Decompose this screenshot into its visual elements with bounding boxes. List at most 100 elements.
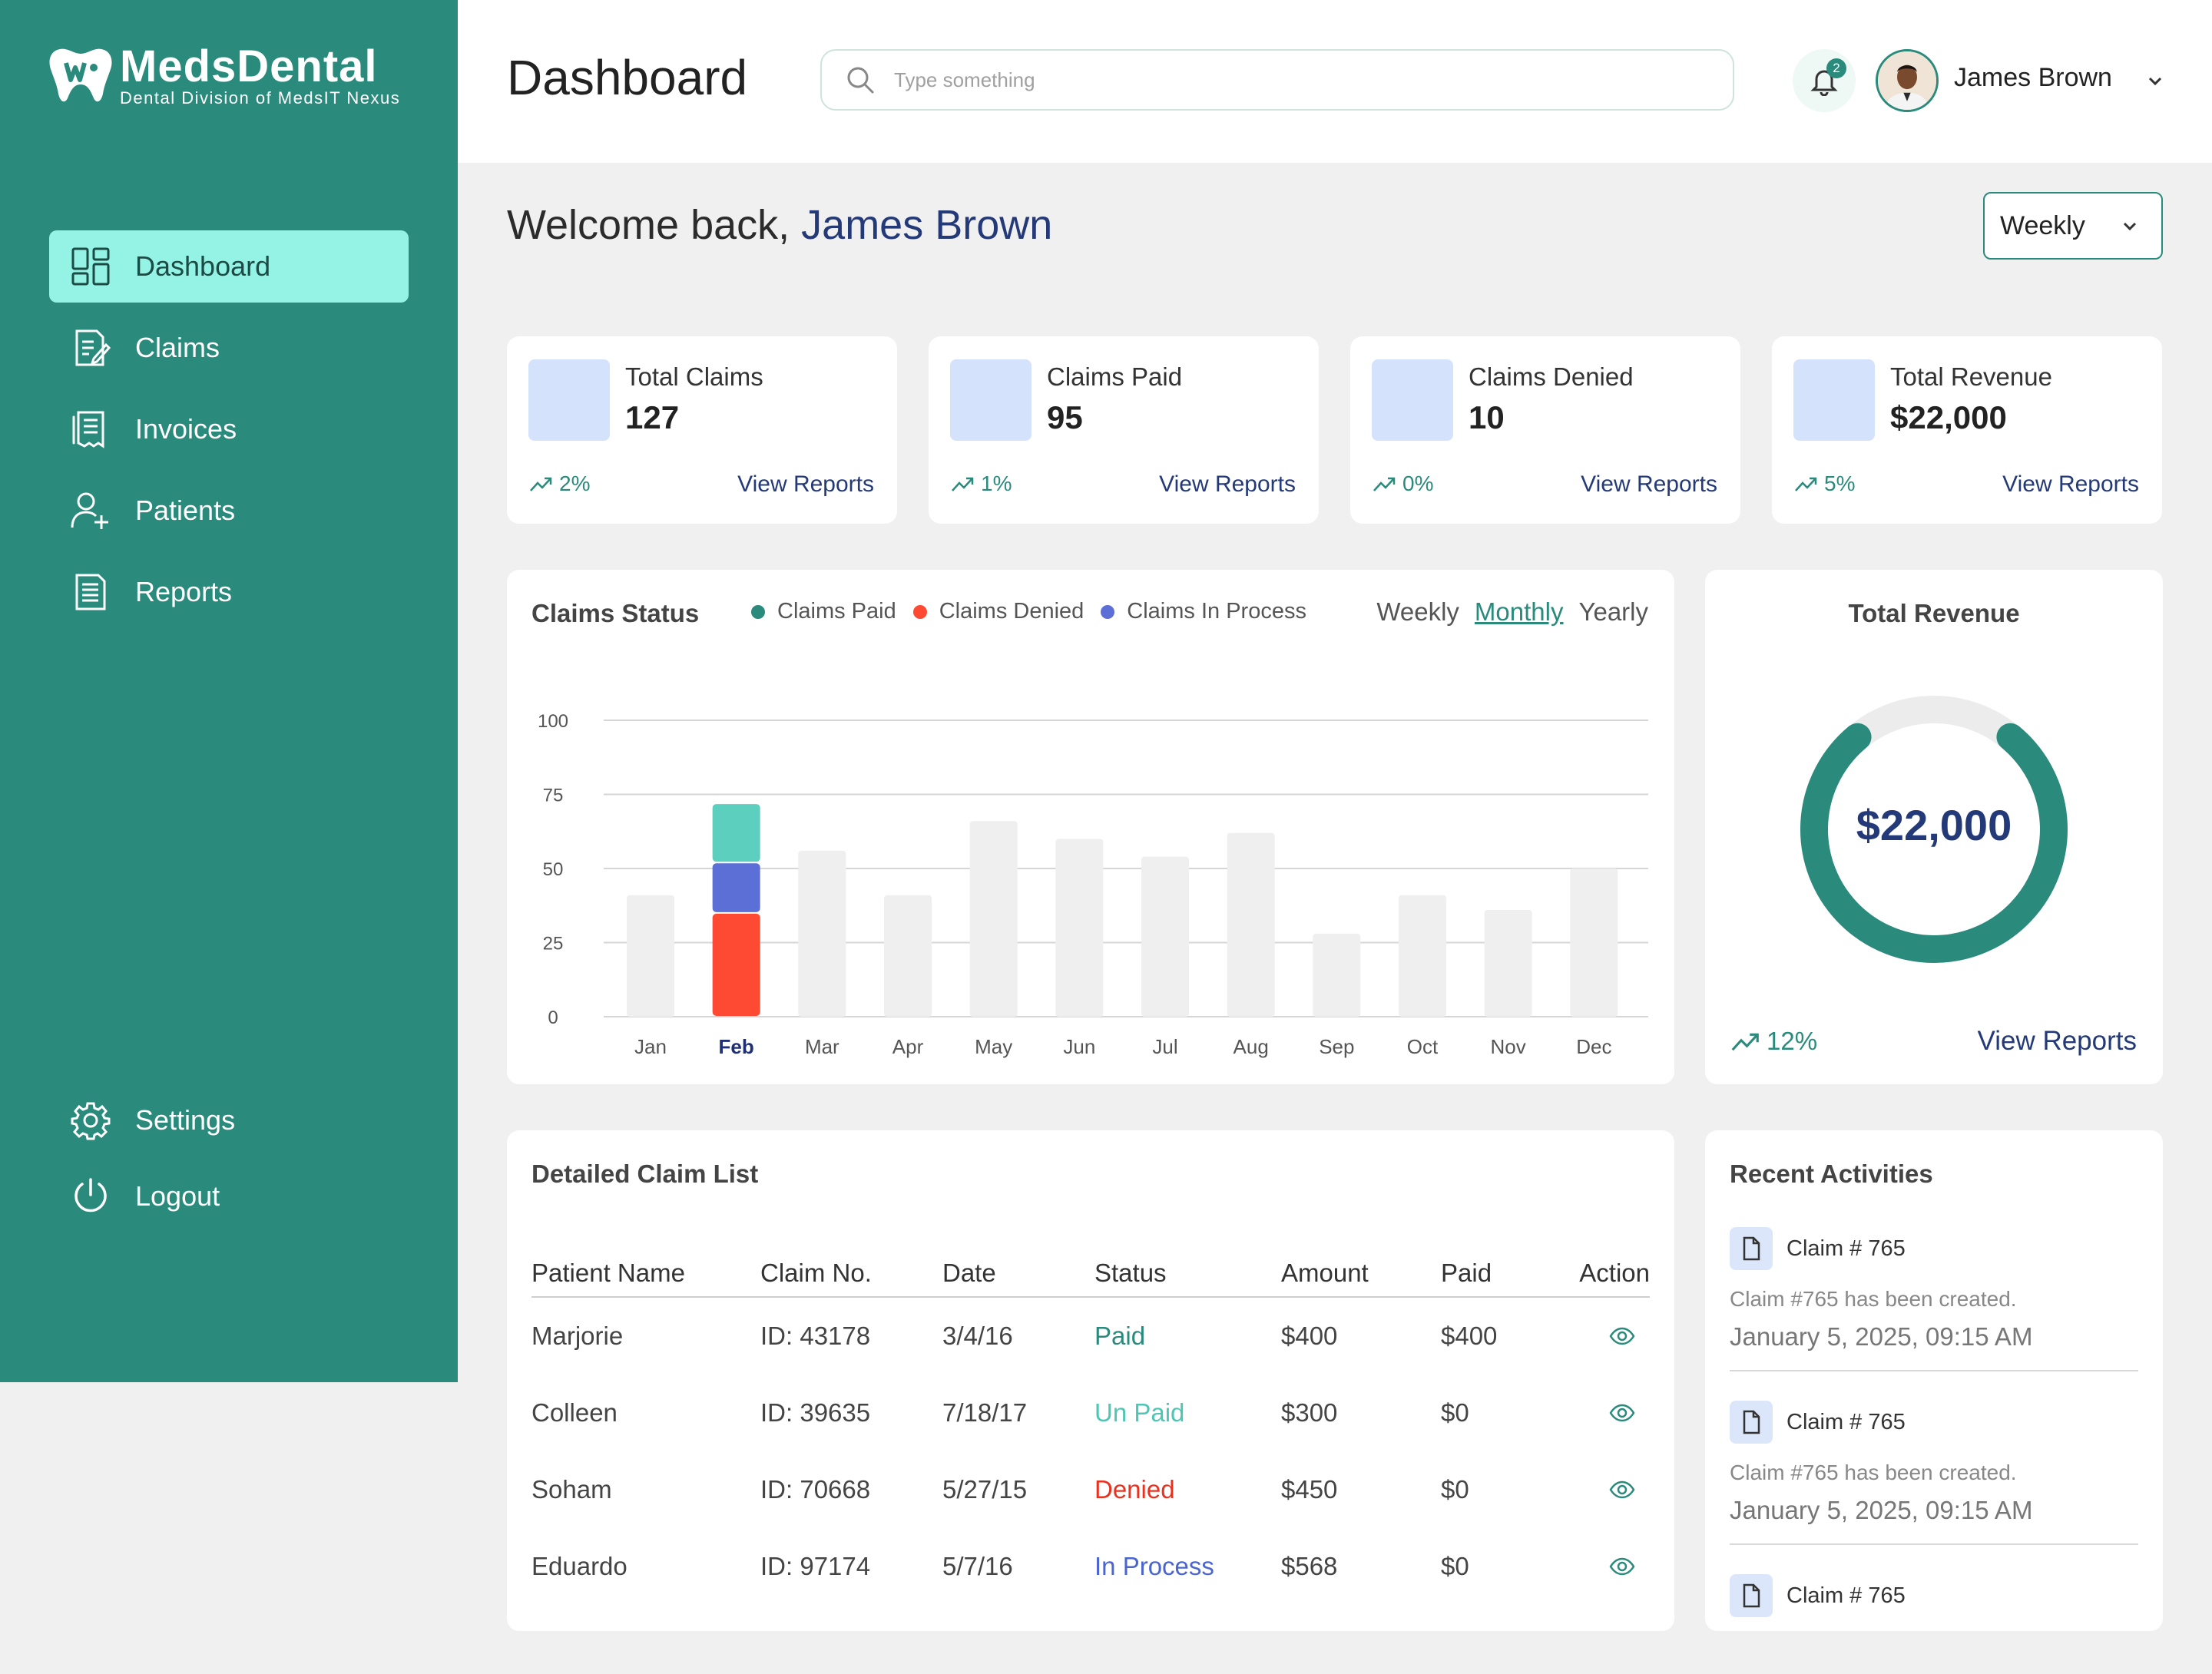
claim-number-cell: ID: 70668: [760, 1475, 871, 1504]
bar: [1484, 910, 1532, 1017]
action-cell: [1568, 1476, 1650, 1504]
sidebar-item-invoices[interactable]: Invoices: [49, 393, 409, 465]
column-header: Status: [1094, 1259, 1167, 1287]
stat-label: Claims Paid: [1047, 362, 1183, 391]
sidebar-item-label: Reports: [135, 576, 233, 607]
bar: [1313, 933, 1361, 1017]
stat-icon-placeholder: [528, 359, 610, 441]
x-tick-label: Apr: [892, 1035, 924, 1058]
stat-trend: 0%: [1372, 471, 1433, 496]
welcome-message: Welcome back, James Brown: [507, 201, 1052, 249]
column-header: Date: [942, 1259, 996, 1287]
amount-cell: $450: [1281, 1475, 1338, 1504]
view-eye-icon[interactable]: [1608, 1399, 1636, 1427]
view-reports-link[interactable]: View Reports: [1159, 471, 1296, 497]
sidebar-nav: Dashboard Claims Invoices Patients: [49, 230, 409, 637]
amount-cell: $400: [1281, 1322, 1338, 1350]
chevron-down-icon: [2123, 222, 2137, 231]
sidebar-item-label: Settings: [135, 1104, 236, 1136]
column-header: Paid: [1441, 1259, 1492, 1287]
view-reports-link[interactable]: View Reports: [1581, 471, 1717, 497]
notification-count-badge: 2: [1826, 58, 1846, 78]
tab-monthly[interactable]: Monthly: [1474, 597, 1564, 626]
sidebar-item-logout[interactable]: Logout: [49, 1166, 409, 1227]
user-name[interactable]: James Brown: [1954, 63, 2112, 92]
tab-weekly[interactable]: Weekly: [1376, 597, 1459, 626]
x-tick-label: Dec: [1576, 1035, 1611, 1058]
x-tick-label: Nov: [1491, 1035, 1526, 1058]
view-eye-icon[interactable]: [1608, 1553, 1636, 1580]
bar-segment: [712, 863, 760, 912]
document-icon: [1730, 1227, 1773, 1270]
recent-activities-card: Recent Activities Claim # 765 Claim #765…: [1705, 1130, 2163, 1631]
chart-legend: Claims Paid Claims Denied Claims In Proc…: [751, 599, 1323, 624]
period-select[interactable]: Weekly: [1983, 192, 2163, 260]
search-bar[interactable]: [820, 49, 1734, 111]
search-icon: [847, 67, 874, 94]
activity-timestamp: January 5, 2025, 09:15 AM: [1730, 1322, 2033, 1351]
legend-item-in-process: Claims In Process: [1101, 599, 1306, 624]
x-tick-label: May: [975, 1035, 1012, 1058]
paid-cell: $0: [1441, 1398, 1469, 1427]
stat-value: 127: [625, 399, 680, 435]
x-tick-label: Jun: [1063, 1035, 1095, 1058]
paid-cell: $0: [1441, 1552, 1469, 1580]
sidebar-item-label: Logout: [135, 1180, 220, 1212]
chevron-down-icon[interactable]: [2144, 71, 2166, 92]
claim-list-title: Detailed Claim List: [531, 1160, 759, 1188]
stat-card-total-revenue: Total Revenue $22,000 5% View Reports: [1772, 336, 2162, 524]
status-cell: Denied: [1094, 1475, 1175, 1504]
bar: [969, 821, 1018, 1017]
view-reports-link[interactable]: View Reports: [737, 471, 874, 497]
sidebar-item-reports[interactable]: Reports: [49, 556, 409, 628]
table-body: Marjorie ID: 43178 3/4/16 Paid $400 $400 Colle…: [531, 1298, 1650, 1605]
sidebar-item-patients[interactable]: Patients: [49, 475, 409, 547]
legend-label: Claims Denied: [939, 599, 1084, 624]
view-eye-icon[interactable]: [1608, 1322, 1636, 1350]
stat-trend-value: 2%: [559, 471, 591, 495]
bar: [1570, 868, 1618, 1017]
legend-dot: [1101, 604, 1115, 619]
sidebar-bottom-nav: Settings Logout: [49, 1084, 409, 1236]
welcome-user-name: James Brown: [801, 202, 1053, 248]
activity-item[interactable]: Claim # 765 Claim #765 has been created.…: [1730, 1401, 2138, 1545]
avatar[interactable]: [1876, 49, 1939, 112]
stat-trend-value: 0%: [1402, 471, 1434, 495]
bar-segment: [712, 804, 760, 862]
search-input[interactable]: [894, 68, 1585, 92]
activity-title: Claim # 765: [1786, 1409, 1906, 1434]
table-row: Marjorie ID: 43178 3/4/16 Paid $400 $400: [531, 1298, 1650, 1375]
sidebar-item-claims[interactable]: Claims: [49, 312, 409, 384]
activity-item[interactable]: Claim # 765: [1730, 1574, 2138, 1617]
date-cell: 5/27/15: [942, 1475, 1028, 1504]
tab-yearly[interactable]: Yearly: [1578, 597, 1648, 626]
claims-status-chart: 0 25 50 75 100 Jan Feb Mar Apr May Jun Jul Aug Sep Oct…: [538, 711, 1648, 1058]
revenue-value: $22,000: [1856, 801, 2012, 849]
date-cell: 5/7/16: [942, 1552, 1013, 1580]
bar: [1399, 895, 1446, 1017]
brand-name: MedsDental: [120, 41, 378, 91]
stat-label: Total Claims: [625, 362, 763, 391]
sidebar: MedsDental Dental Division of MedsIT Nex…: [0, 0, 458, 1382]
activity-description: Claim #765 has been created.: [1730, 1287, 2017, 1311]
divider: [1730, 1370, 2138, 1371]
user-avatar-icon: [1878, 51, 1936, 110]
sidebar-item-dashboard[interactable]: Dashboard: [49, 230, 409, 303]
stat-icon-placeholder: [1372, 359, 1453, 441]
bar: [1141, 856, 1189, 1017]
activity-item[interactable]: Claim # 765 Claim #765 has been created.…: [1730, 1227, 2138, 1371]
legend-label: Claims Paid: [777, 599, 896, 624]
trending-up-icon: [1373, 477, 1396, 491]
trending-up-icon: [1795, 477, 1817, 491]
legend-label: Claims In Process: [1127, 599, 1306, 624]
y-tick-label: 75: [543, 786, 564, 806]
view-reports-link[interactable]: View Reports: [2002, 471, 2139, 497]
sidebar-item-settings[interactable]: Settings: [49, 1084, 409, 1156]
welcome-prefix: Welcome back,: [507, 202, 802, 248]
x-tick-label: Jan: [634, 1035, 667, 1058]
notifications-button[interactable]: 2: [1793, 49, 1856, 112]
view-eye-icon[interactable]: [1608, 1476, 1636, 1504]
view-reports-link[interactable]: View Reports: [1977, 1026, 2137, 1056]
chart-title: Claims Status: [531, 599, 700, 627]
brand-logo[interactable]: MedsDental Dental Division of MedsIT Nex…: [48, 45, 400, 108]
